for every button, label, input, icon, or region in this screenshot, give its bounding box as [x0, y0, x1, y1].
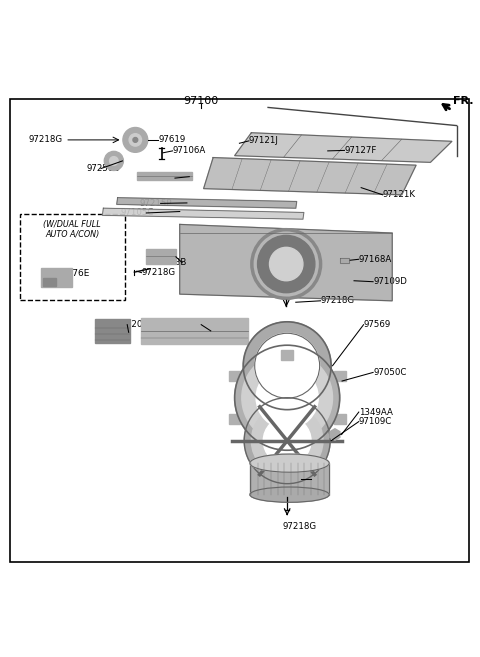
Text: 97218G: 97218G [29, 135, 63, 145]
Text: 97127F: 97127F [345, 146, 377, 155]
Text: 97168A: 97168A [359, 255, 392, 263]
Polygon shape [117, 198, 297, 208]
Text: 97619: 97619 [158, 135, 185, 145]
Text: 97225D: 97225D [149, 173, 183, 183]
Text: 97620C: 97620C [115, 320, 149, 329]
Bar [281, 350, 293, 359]
Text: 97215P: 97215P [139, 199, 172, 208]
Text: AUTO A/CON): AUTO A/CON) [45, 231, 99, 239]
Bar [228, 371, 240, 381]
Text: 97218G: 97218G [282, 522, 316, 531]
Text: 97218G: 97218G [321, 296, 355, 306]
Circle shape [269, 247, 303, 281]
Polygon shape [250, 463, 329, 495]
Circle shape [258, 235, 315, 292]
Text: FR.: FR. [453, 96, 474, 106]
Circle shape [129, 133, 142, 146]
Circle shape [109, 156, 118, 165]
Bar [141, 317, 248, 344]
Polygon shape [204, 158, 416, 195]
Circle shape [123, 127, 148, 152]
Text: 97176E: 97176E [55, 269, 89, 278]
Text: 97113B: 97113B [154, 258, 187, 267]
Circle shape [255, 333, 320, 398]
Text: 97109C: 97109C [359, 417, 392, 426]
Circle shape [235, 345, 340, 450]
Circle shape [264, 417, 311, 464]
Bar [95, 319, 130, 343]
Ellipse shape [250, 487, 329, 503]
Ellipse shape [250, 454, 329, 472]
Bar [228, 415, 240, 424]
Circle shape [242, 352, 333, 443]
Circle shape [104, 151, 123, 170]
Text: 97109D: 97109D [373, 277, 407, 286]
Polygon shape [340, 258, 349, 263]
Text: 1349AA: 1349AA [359, 407, 393, 417]
Polygon shape [235, 133, 452, 162]
Polygon shape [102, 208, 304, 219]
Text: 97121J: 97121J [249, 137, 279, 145]
Text: 97100: 97100 [184, 96, 219, 106]
Bar [281, 436, 293, 445]
Text: 97050C: 97050C [373, 368, 407, 377]
Bar [137, 172, 192, 179]
Text: 97121K: 97121K [383, 191, 416, 199]
Text: 97632B: 97632B [177, 320, 211, 329]
Circle shape [133, 137, 138, 143]
Circle shape [244, 397, 330, 484]
Text: 97256D: 97256D [86, 164, 120, 173]
Bar [335, 371, 346, 381]
FancyBboxPatch shape [20, 214, 125, 300]
Text: 97218G: 97218G [142, 268, 176, 277]
Bar [43, 279, 56, 286]
Text: (W/DUAL FULL: (W/DUAL FULL [43, 220, 101, 229]
Bar [41, 268, 72, 288]
Circle shape [256, 367, 318, 429]
Circle shape [252, 405, 323, 476]
Text: 97116: 97116 [301, 474, 329, 484]
Text: 97106A: 97106A [173, 147, 206, 156]
Polygon shape [180, 225, 392, 301]
Bar [335, 415, 346, 424]
Text: 97105C: 97105C [120, 208, 154, 217]
Circle shape [243, 322, 331, 410]
Bar [146, 249, 176, 263]
Text: 97569: 97569 [363, 320, 391, 329]
